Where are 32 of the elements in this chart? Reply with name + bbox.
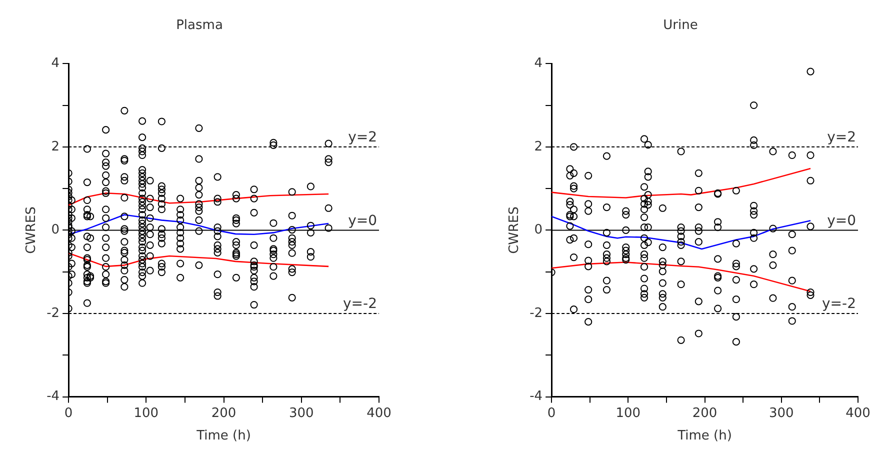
y-tick-label: 4: [51, 56, 60, 71]
y-tick-label: -4: [530, 389, 543, 404]
x-tick-label: 0: [547, 406, 556, 421]
x-tick-label: 0: [64, 406, 73, 421]
x-axis-title: Time (h): [676, 428, 732, 444]
y-axis-title: CWRES: [507, 206, 522, 254]
x-tick-label: 100: [134, 406, 159, 421]
x-tick-label: 400: [846, 406, 870, 421]
ref-line-label: y=-2: [822, 296, 856, 312]
y-axis-title: CWRES: [24, 206, 40, 254]
ref-line-label: y=-2: [343, 296, 377, 312]
x-tick-label: 200: [692, 406, 718, 421]
y-tick-label: -4: [46, 389, 60, 404]
x-tick-label: 100: [616, 406, 641, 421]
ref-line-label: y=0: [348, 212, 377, 229]
x-tick-label: 300: [288, 406, 314, 421]
y-tick-label: 0: [51, 222, 60, 238]
y-tick-label: 0: [534, 222, 543, 238]
x-tick-label: 400: [366, 406, 392, 421]
x-tick-label: 200: [211, 406, 236, 421]
x-axis-title: Time (h): [196, 428, 251, 444]
y-tick-label: -2: [46, 306, 60, 321]
y-tick-label: 2: [534, 139, 543, 154]
ref-line-label: y=2: [827, 130, 856, 146]
y-tick-label: -2: [530, 306, 543, 321]
chart-title: Plasma: [176, 18, 223, 34]
chart-title: Urine: [663, 18, 698, 34]
ref-line-label: y=0: [827, 212, 856, 229]
x-tick-label: 300: [768, 406, 794, 421]
y-tick-label: 4: [534, 56, 543, 71]
ref-line-label: y=2: [348, 130, 377, 146]
y-tick-label: 2: [51, 139, 60, 154]
